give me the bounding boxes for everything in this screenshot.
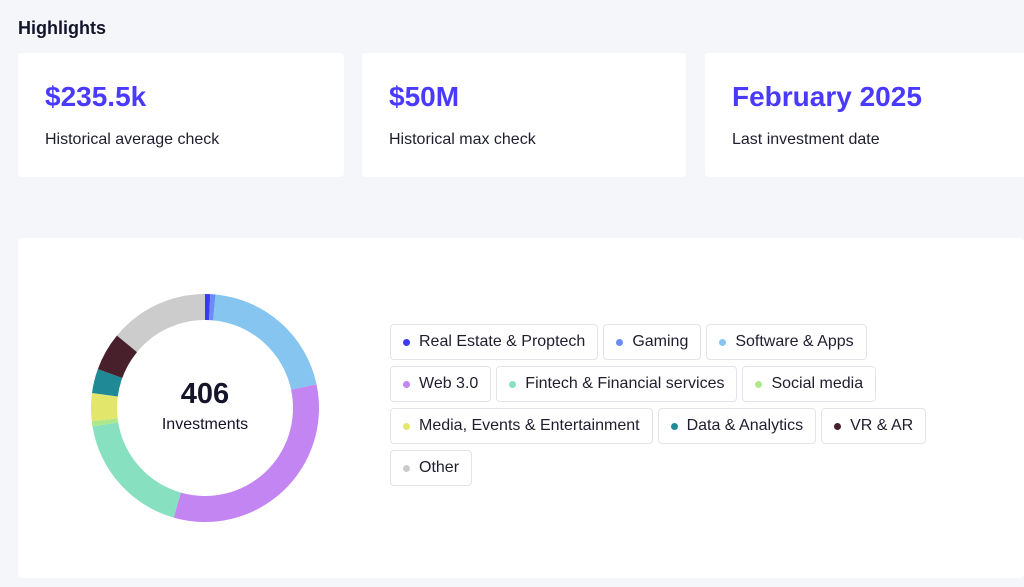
legend-item[interactable]: VR & AR — [821, 408, 927, 444]
donut-chart — [91, 294, 319, 522]
donut-slice[interactable] — [97, 335, 138, 378]
stat-card-last-investment: February 2025 Last investment date — [705, 53, 1024, 177]
stat-label: Historical max check — [389, 131, 536, 148]
legend-label: Fintech & Financial services — [525, 375, 725, 392]
legend-label: Other — [419, 459, 460, 476]
donut-slice[interactable] — [205, 294, 211, 321]
donut-slice[interactable] — [209, 294, 216, 321]
legend-dot-icon — [403, 422, 410, 430]
legend-dot-icon — [403, 338, 410, 346]
legend-label: Real Estate & Proptech — [419, 333, 586, 350]
legend-item[interactable]: Software & Apps — [706, 324, 867, 360]
legend-dot-icon — [719, 338, 727, 346]
legend-item[interactable]: Other — [390, 450, 473, 486]
donut-slice[interactable] — [92, 422, 181, 518]
section-title: Highlights — [18, 18, 106, 38]
legend-item[interactable]: Social media — [742, 366, 877, 402]
legend-dot-icon — [616, 338, 624, 346]
total-investments-value: 406 — [180, 378, 230, 410]
legend-dot-icon — [834, 422, 842, 430]
donut-slice[interactable] — [91, 393, 118, 422]
stat-card-average-check: $235.5k Historical average check — [18, 53, 344, 177]
legend-dot-icon — [670, 422, 678, 430]
donut-slice[interactable] — [91, 418, 119, 427]
legend-item[interactable]: Real Estate & Proptech — [390, 324, 599, 360]
stat-label: Last investment date — [732, 131, 880, 148]
donut-slice[interactable] — [173, 384, 319, 522]
legend-dot-icon — [403, 380, 410, 388]
legend-item[interactable]: Fintech & Financial services — [496, 366, 738, 402]
total-investments-label: Investments — [161, 416, 249, 433]
stat-value: February 2025 — [732, 81, 922, 112]
legend-label: Media, Events & Entertainment — [419, 417, 640, 434]
stat-card-max-check: $50M Historical max check — [362, 53, 686, 177]
legend-item[interactable]: Media, Events & Entertainment — [390, 408, 653, 444]
legend-item[interactable]: Web 3.0 — [390, 366, 492, 402]
donut-slice[interactable] — [116, 294, 205, 353]
stat-value: $235.5k — [45, 81, 147, 112]
chart-legend: Real Estate & Proptech Gaming Software & A… — [390, 324, 950, 486]
legend-dot-icon — [509, 380, 517, 388]
stat-label: Historical average check — [45, 131, 220, 148]
donut-slice[interactable] — [213, 294, 317, 390]
legend-dot-icon — [403, 464, 410, 472]
donut-slice[interactable] — [91, 369, 123, 397]
legend-dot-icon — [755, 380, 763, 388]
legend-label: Gaming — [632, 333, 689, 350]
legend-item[interactable]: Data & Analytics — [657, 408, 817, 444]
legend-label: Web 3.0 — [419, 375, 479, 392]
legend-label: Data & Analytics — [686, 417, 804, 434]
legend-label: Software & Apps — [735, 333, 854, 350]
legend-label: Social media — [771, 375, 864, 392]
legend-label: VR & AR — [850, 417, 914, 434]
stat-value: $50M — [389, 81, 460, 112]
legend-item[interactable]: Gaming — [603, 324, 702, 360]
